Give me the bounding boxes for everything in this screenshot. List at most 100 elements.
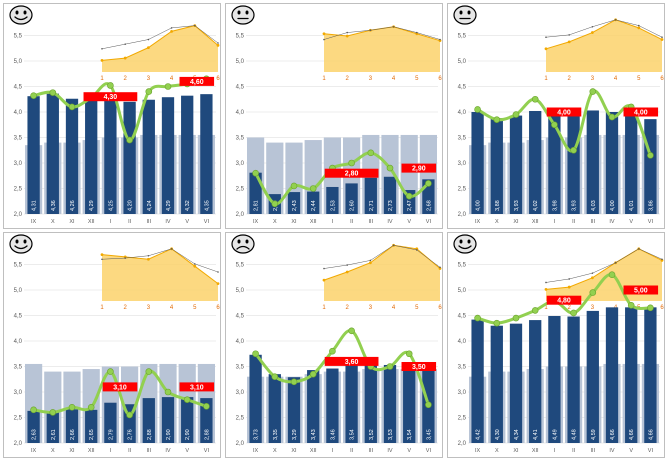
inset-area <box>102 25 218 73</box>
y-tick-label: 5,5 <box>458 34 467 40</box>
target-box <box>401 362 437 371</box>
bar-value-label: 2,61 <box>51 429 57 440</box>
inset-reference-point <box>591 25 594 28</box>
inset-point <box>345 34 349 38</box>
x-tick-label: VI <box>204 219 210 225</box>
bar <box>364 177 377 214</box>
chart-svg: 2,02,53,03,54,04,55,05,51234562,812,392,… <box>231 5 442 225</box>
inset-reference-point <box>568 34 570 36</box>
x-tick-label: XII <box>88 448 95 454</box>
bar-value-label: 4,66 <box>610 429 616 440</box>
bar-value-label: 4,24 <box>147 200 153 211</box>
trend-point <box>309 370 317 378</box>
x-tick-label: I <box>554 448 556 454</box>
x-tick-label: IX <box>253 448 259 454</box>
target-label: 4,80 <box>557 298 571 305</box>
y-tick-label: 4,5 <box>236 314 245 320</box>
bar-value-label: 3,86 <box>648 200 654 211</box>
target-box <box>179 76 215 86</box>
inset-point <box>567 40 571 44</box>
sad-face-icon <box>231 234 255 254</box>
y-tick-label: 4,5 <box>14 314 23 320</box>
inset-reference-point <box>416 31 418 34</box>
target-box <box>623 107 659 117</box>
x-tick-label: X <box>273 448 277 454</box>
x-tick-label: IX <box>475 448 481 454</box>
inset-reference-point <box>124 257 126 259</box>
bar <box>287 192 301 214</box>
y-tick-label: 3,5 <box>236 365 245 371</box>
x-tick-label: V <box>629 448 633 454</box>
trend-point <box>87 404 95 411</box>
inset-reference-point <box>217 271 219 273</box>
bar-value-label: 2,88 <box>204 429 210 440</box>
trend-point <box>252 350 259 358</box>
inset-point <box>147 46 150 50</box>
bar-value-label: 4,30 <box>495 429 501 440</box>
y-tick-label: 3,0 <box>458 390 467 396</box>
trend-point <box>367 149 375 157</box>
inset-tick-label: 2 <box>124 305 128 311</box>
inset-reference-point <box>638 248 640 250</box>
bar <box>27 410 40 443</box>
bar <box>529 110 542 214</box>
bar <box>200 94 213 214</box>
inset-point <box>345 270 349 274</box>
x-tick-label: II <box>572 219 576 225</box>
inset-reference-point <box>147 254 150 257</box>
x-tick-label: II <box>128 219 132 225</box>
inset-tick-label: 2 <box>346 305 350 311</box>
x-tick-label: VI <box>426 448 432 454</box>
bar-value-label: 4,02 <box>533 200 539 211</box>
inset-tick-label: 2 <box>568 76 572 82</box>
inset-tick-label: 3 <box>369 305 373 311</box>
x-tick-label: V <box>185 448 189 454</box>
bar <box>142 398 155 443</box>
chart-panel: 2,0 2,5 3,0 3,5 4,0 4,5 5,0 5,5 1 2 3 4 5 6 3,73 3,35 3,… <box>225 232 443 458</box>
x-tick-label: X <box>51 448 55 454</box>
chart-svg: 2,02,53,03,54,04,55,05,51234564,424,304,… <box>453 234 664 454</box>
inset-point <box>147 257 150 261</box>
bar-value-label: 2,65 <box>89 429 95 440</box>
inset-tick-label: 1 <box>322 305 326 311</box>
bar <box>249 172 262 214</box>
trend-point <box>425 401 432 409</box>
y-tick-label: 3,5 <box>236 136 245 142</box>
y-tick-label: 2,0 <box>458 441 467 447</box>
y-tick-label: 2,5 <box>458 416 467 422</box>
inset-tick-label: 3 <box>591 76 595 82</box>
inset-tick-label: 4 <box>170 76 174 82</box>
bar-value-label: 4,01 <box>629 200 635 211</box>
trend-point <box>145 368 153 375</box>
target-label: 2,90 <box>412 166 426 173</box>
bar-value-label: 4,25 <box>108 200 114 211</box>
chart-svg: 2,0 2,5 3,0 3,5 4,0 4,5 5,0 5,5 1 2 3 4 5 6 2,63 2,61 2,… <box>9 234 220 454</box>
y-tick-label: 2,0 <box>236 212 245 218</box>
inset-point <box>123 56 127 60</box>
bar-value-label: 2,44 <box>311 200 317 211</box>
bar-value-label: 4,29 <box>166 200 172 211</box>
inset-tick-label: 3 <box>369 76 373 82</box>
inset-tick-label: 2 <box>568 305 572 311</box>
target-box <box>324 168 379 178</box>
trend-point <box>30 406 37 414</box>
x-tick-label: XI <box>291 219 297 225</box>
trend-point <box>493 116 501 123</box>
trend-point <box>290 182 298 190</box>
inset-area <box>324 245 440 301</box>
x-tick-label: IV <box>387 448 393 454</box>
y-tick-label: 5,0 <box>236 288 245 294</box>
x-tick-label: I <box>332 448 334 454</box>
trend-point <box>107 82 114 89</box>
y-tick-label: 4,0 <box>458 339 467 345</box>
bar <box>268 374 281 443</box>
bar-value-label: 4,00 <box>476 200 482 211</box>
bar-value-label: 3,43 <box>311 429 317 440</box>
bar <box>307 370 320 443</box>
bar <box>605 112 619 214</box>
inset-point <box>637 26 641 30</box>
y-tick-label: 4,0 <box>236 110 245 116</box>
bar <box>85 97 98 214</box>
bar <box>326 186 339 214</box>
x-tick-label: XI <box>291 448 297 454</box>
